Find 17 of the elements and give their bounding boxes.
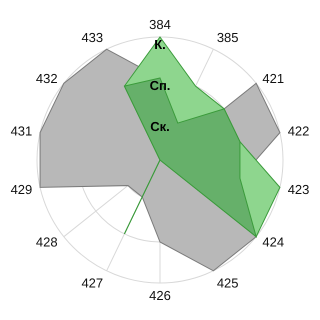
spoke-label: 429 [10,182,32,197]
spoke-label: 421 [262,70,284,86]
spoke-label: 428 [36,234,58,250]
spoke-label: 432 [36,70,58,86]
spoke-label: 431 [10,123,32,138]
spoke-label: 384 [149,17,171,32]
spoke-label: 385 [216,30,239,45]
spoke-label: 426 [149,288,171,304]
spoke-label: 433 [81,30,104,45]
spoke-label: 423 [288,182,310,197]
spoke-label: 422 [288,123,310,138]
y-tick-label: Сп. [150,78,170,93]
spoke-label: 427 [81,275,104,290]
spoke-label: 425 [216,275,239,290]
y-tick-label: Ск. [150,119,170,134]
y-tick-label: К. [154,37,166,52]
spoke-label: 424 [262,234,284,250]
